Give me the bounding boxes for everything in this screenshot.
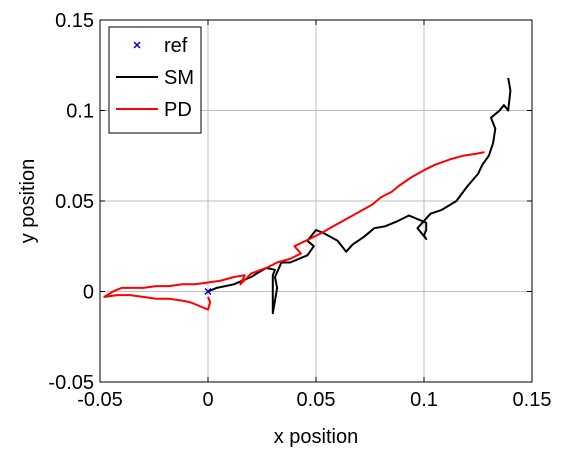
legend-label-sm: SM <box>164 67 194 89</box>
x-tick-label: 0.05 <box>297 389 336 411</box>
legend-item-sm: SM <box>116 67 194 89</box>
axis-ticks: -0.05 0 0.05 0.1 0.15 -0.05 0 0.05 0.1 0.15 <box>48 10 551 411</box>
series-marker-ref <box>204 287 212 296</box>
legend: ref SM PD <box>108 26 202 134</box>
marker-stroke <box>204 287 212 296</box>
x-tick-label: 0.15 <box>513 389 552 411</box>
series-lines <box>103 77 512 315</box>
legend-item-pd: PD <box>116 99 192 121</box>
legend-box <box>108 26 202 134</box>
x-tick-label: 0.1 <box>410 389 438 411</box>
y-tick-label: 0.05 <box>55 191 94 213</box>
y-axis-label: y position <box>17 159 39 244</box>
y-tick-label: 0.1 <box>66 101 94 123</box>
series-line-pd <box>103 151 485 311</box>
marker-stroke <box>133 41 141 49</box>
legend-label-pd: PD <box>164 99 192 121</box>
legend-items: ref SM PD <box>116 35 194 121</box>
x-tick-label: -0.05 <box>77 389 123 411</box>
x-axis-label: x position <box>274 426 359 448</box>
y-tick-label: 0 <box>83 282 94 304</box>
x-tick-label: 0 <box>202 389 213 411</box>
legend-item-ref: ref <box>133 35 188 57</box>
legend-swatch-ref <box>133 41 141 49</box>
y-tick-label: -0.05 <box>48 372 94 394</box>
series-line-sm <box>207 77 512 315</box>
legend-label-ref: ref <box>164 35 188 57</box>
y-tick-label: 0.15 <box>55 10 94 32</box>
